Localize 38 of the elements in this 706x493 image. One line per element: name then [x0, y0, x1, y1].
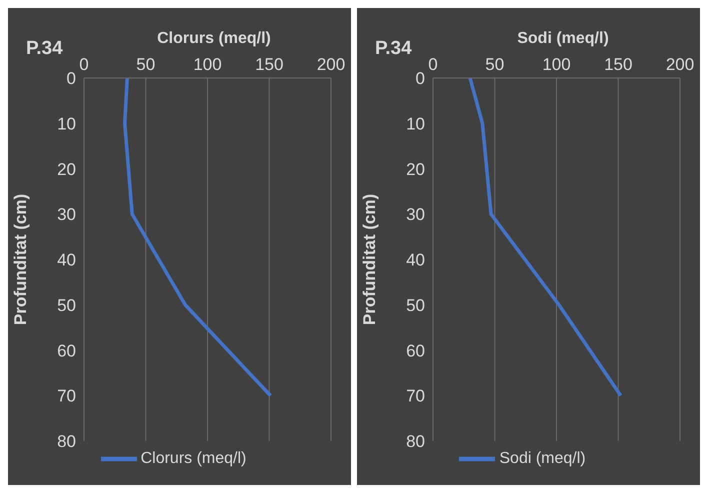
- y-tick-label: 30: [57, 205, 76, 224]
- y-tick-label: 50: [57, 296, 76, 315]
- x-tick-label: 200: [316, 55, 346, 74]
- x-tick-label: 200: [666, 55, 694, 74]
- line-series: [468, 78, 622, 398]
- y-tick-label: 10: [406, 114, 425, 134]
- chart-title: P.34: [26, 38, 63, 60]
- line-series: [123, 78, 272, 398]
- y-tick-label: 50: [406, 296, 425, 315]
- x-axis-title: Clorurs (meq/l): [156, 30, 272, 48]
- legend-label: Sodi (meq/l): [499, 450, 586, 468]
- y-tick-label: 30: [406, 205, 425, 224]
- x-tick-label: 50: [485, 55, 504, 74]
- y-tick-label: 10: [57, 114, 76, 134]
- y-axis-title: Profunditat (cm): [11, 194, 30, 326]
- x-tick-label: 150: [604, 55, 632, 74]
- chart-title: P.34: [375, 38, 412, 60]
- y-tick-label: 40: [57, 250, 76, 270]
- y-tick-label: 60: [57, 341, 76, 360]
- x-tick-label: 100: [193, 55, 222, 74]
- y-tick-label: 0: [66, 69, 76, 88]
- x-tick-label: 50: [136, 55, 156, 74]
- x-tick-label: 150: [255, 55, 284, 74]
- y-tick-label: 20: [406, 160, 425, 179]
- y-tick-label: 70: [406, 386, 425, 406]
- y-tick-label: 70: [57, 386, 76, 406]
- y-tick-label: 60: [406, 341, 425, 360]
- y-tick-label: 40: [406, 250, 425, 270]
- y-tick-label: 80: [406, 432, 425, 452]
- legend-label: Clorurs (meq/l): [140, 450, 246, 468]
- y-axis-title: Profunditat (cm): [360, 194, 380, 326]
- y-tick-label: 80: [57, 432, 76, 452]
- y-tick-label: 20: [57, 160, 76, 179]
- x-tick-label: 0: [79, 55, 89, 74]
- y-tick-label: 0: [416, 69, 425, 88]
- x-tick-label: 100: [542, 55, 571, 74]
- x-tick-label: 0: [428, 55, 438, 74]
- x-axis-title: Sodi (meq/l): [516, 30, 610, 48]
